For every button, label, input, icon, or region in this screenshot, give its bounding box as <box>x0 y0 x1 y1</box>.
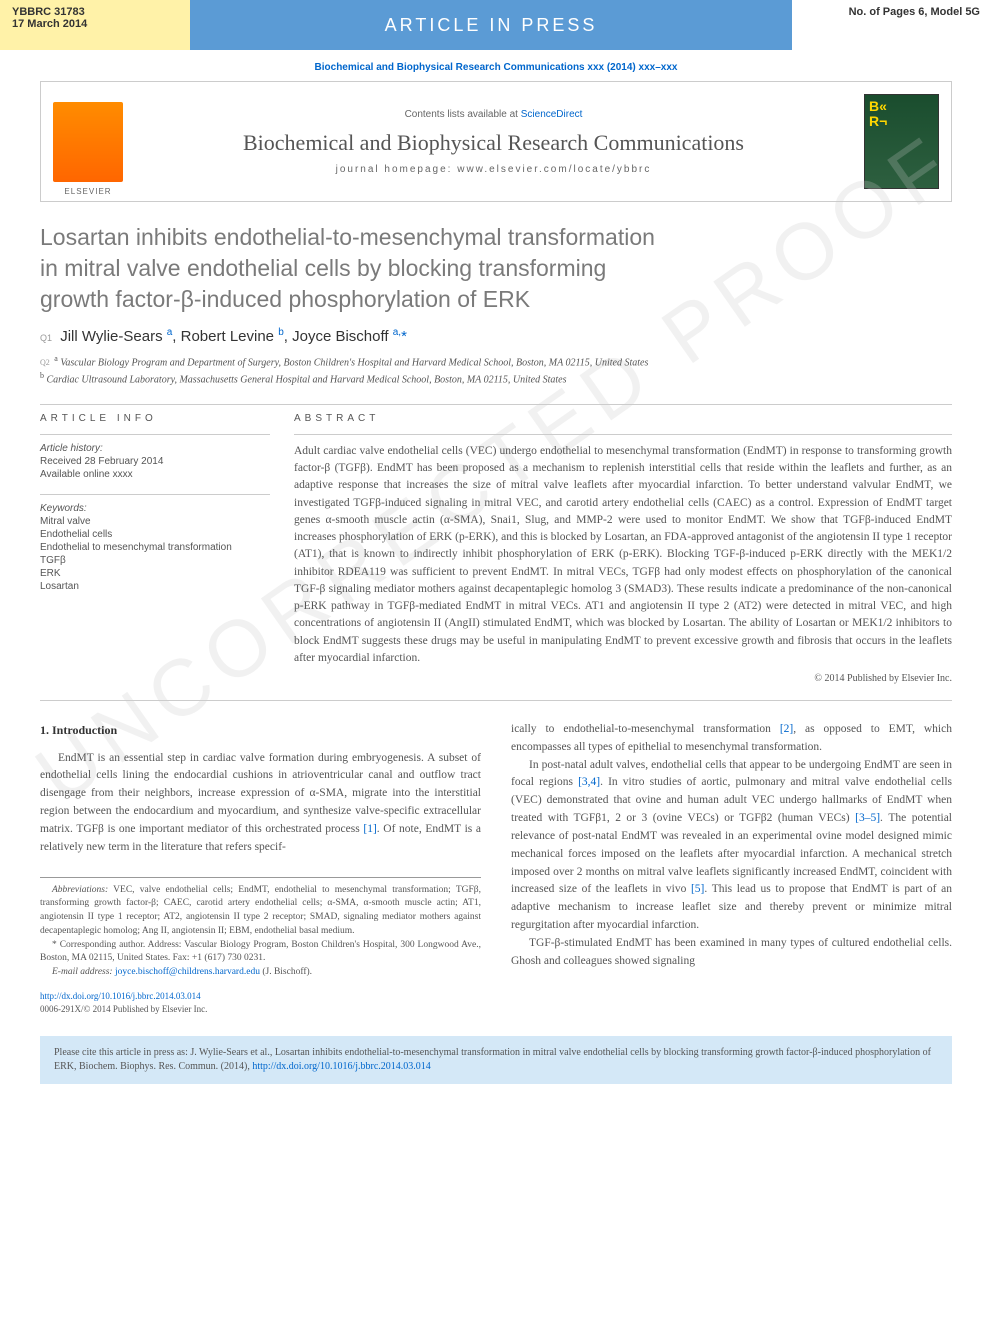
proof-top-bar: YBBRC 31783 17 March 2014 ARTICLE IN PRE… <box>0 0 992 50</box>
col2-p3: TGF-β-stimulated EndMT has been examined… <box>511 935 952 971</box>
body-two-column: 1. Introduction EndMT is an essential st… <box>40 721 952 1016</box>
contents-lists-line: Contents lists available at ScienceDirec… <box>143 109 844 120</box>
elsevier-logo <box>53 102 123 182</box>
authors-line: Q1 Jill Wylie-Sears a, Robert Levine b, … <box>40 327 952 345</box>
citation-header: Biochemical and Biophysical Research Com… <box>0 50 992 81</box>
affiliation-b: Cardiac Ultrasound Laboratory, Massachus… <box>47 375 567 386</box>
q2-marker: Q2 <box>40 358 50 367</box>
body-column-right: ically to endothelial-to-mesenchymal tra… <box>511 721 952 1016</box>
keyword-1: Mitral valve <box>40 516 270 527</box>
ref-link-34[interactable]: [3,4] <box>578 776 600 788</box>
ref-link-2[interactable]: [2] <box>780 723 793 735</box>
keywords-label: Keywords: <box>40 503 270 514</box>
abstract-column: ABSTRACT Adult cardiac valve endothelial… <box>294 413 952 684</box>
keyword-2: Endothelial cells <box>40 529 270 540</box>
abstract-text: Adult cardiac valve endothelial cells (V… <box>294 443 952 667</box>
intro-heading: 1. Introduction <box>40 721 481 740</box>
doi-block: http://dx.doi.org/10.1016/j.bbrc.2014.03… <box>40 990 481 1016</box>
article-title: Losartan inhibits endothelial-to-mesench… <box>40 222 952 315</box>
section-divider <box>40 404 952 405</box>
doi-link[interactable]: http://dx.doi.org/10.1016/j.bbrc.2014.03… <box>40 991 201 1001</box>
received-date: Received 28 February 2014 <box>40 456 270 467</box>
cite-text: Please cite this article in press as: J.… <box>54 1047 931 1072</box>
authors-names: Jill Wylie-Sears a, Robert Levine b, Joy… <box>60 328 407 345</box>
ref-link-5[interactable]: [5] <box>691 883 704 895</box>
footnotes-block: Abbreviations: VEC, valve endothelial ce… <box>40 877 481 1016</box>
ref-link-1[interactable]: [1] <box>363 823 376 835</box>
journal-header-center: Contents lists available at ScienceDirec… <box>123 109 864 175</box>
article-history-label: Article history: <box>40 443 270 454</box>
affiliation-a: Vascular Biology Program and Department … <box>60 357 648 368</box>
info-abstract-row: ARTICLE INFO Article history: Received 2… <box>40 413 952 684</box>
sciencedirect-link[interactable]: ScienceDirect <box>521 109 583 120</box>
title-line-3: growth factor-β-induced phosphorylation … <box>40 286 530 312</box>
keyword-4: TGFβ <box>40 555 270 566</box>
ref-link-35[interactable]: [3–5] <box>855 812 880 824</box>
col2-p1: ically to endothelial-to-mesenchymal tra… <box>511 721 952 757</box>
body-column-left: 1. Introduction EndMT is an essential st… <box>40 721 481 1016</box>
section-divider <box>40 700 952 701</box>
article-info-heading: ARTICLE INFO <box>40 413 270 424</box>
article-date: 17 March 2014 <box>12 18 178 30</box>
journal-cover-thumbnail <box>864 94 939 189</box>
abbrev-label: Abbreviations: <box>52 885 108 895</box>
journal-homepage[interactable]: journal homepage: www.elsevier.com/locat… <box>143 164 844 175</box>
email-link[interactable]: joyce.bischoff@childrens.harvard.edu <box>113 967 260 977</box>
abstract-copyright: © 2014 Published by Elsevier Inc. <box>294 673 952 684</box>
col2-p2: In post-natal adult valves, endothelial … <box>511 757 952 935</box>
cite-doi-link[interactable]: http://dx.doi.org/10.1016/j.bbrc.2014.03… <box>252 1061 430 1072</box>
keyword-5: ERK <box>40 568 270 579</box>
title-line-2: in mitral valve endothelial cells by blo… <box>40 255 606 281</box>
abstract-heading: ABSTRACT <box>294 413 952 424</box>
corresponding-label: * Corresponding author. <box>52 940 145 950</box>
issn-copyright: 0006-291X/© 2014 Published by Elsevier I… <box>40 1003 481 1016</box>
journal-header-box: Contents lists available at ScienceDirec… <box>40 81 952 202</box>
intro-paragraph-1: EndMT is an essential step in cardiac va… <box>40 750 481 857</box>
article-in-press-banner: ARTICLE IN PRESS <box>190 0 792 50</box>
affiliations-block: Q2 a Vascular Biology Program and Depart… <box>40 353 952 388</box>
pages-model-info: No. of Pages 6, Model 5G <box>792 0 992 50</box>
article-info-column: ARTICLE INFO Article history: Received 2… <box>40 413 270 684</box>
title-line-1: Losartan inhibits endothelial-to-mesench… <box>40 224 655 250</box>
citation-footer-box: Please cite this article in press as: J.… <box>40 1036 952 1084</box>
q1-marker: Q1 <box>40 333 52 343</box>
article-code-box: YBBRC 31783 17 March 2014 <box>0 0 190 50</box>
contents-prefix: Contents lists available at <box>405 109 521 120</box>
keyword-3: Endothelial to mesenchymal transformatio… <box>40 542 270 553</box>
available-online: Available online xxxx <box>40 469 270 480</box>
keyword-6: Losartan <box>40 581 270 592</box>
email-label: E-mail address: <box>52 967 113 977</box>
article-code: YBBRC 31783 <box>12 6 178 18</box>
journal-name: Biochemical and Biophysical Research Com… <box>143 130 844 156</box>
